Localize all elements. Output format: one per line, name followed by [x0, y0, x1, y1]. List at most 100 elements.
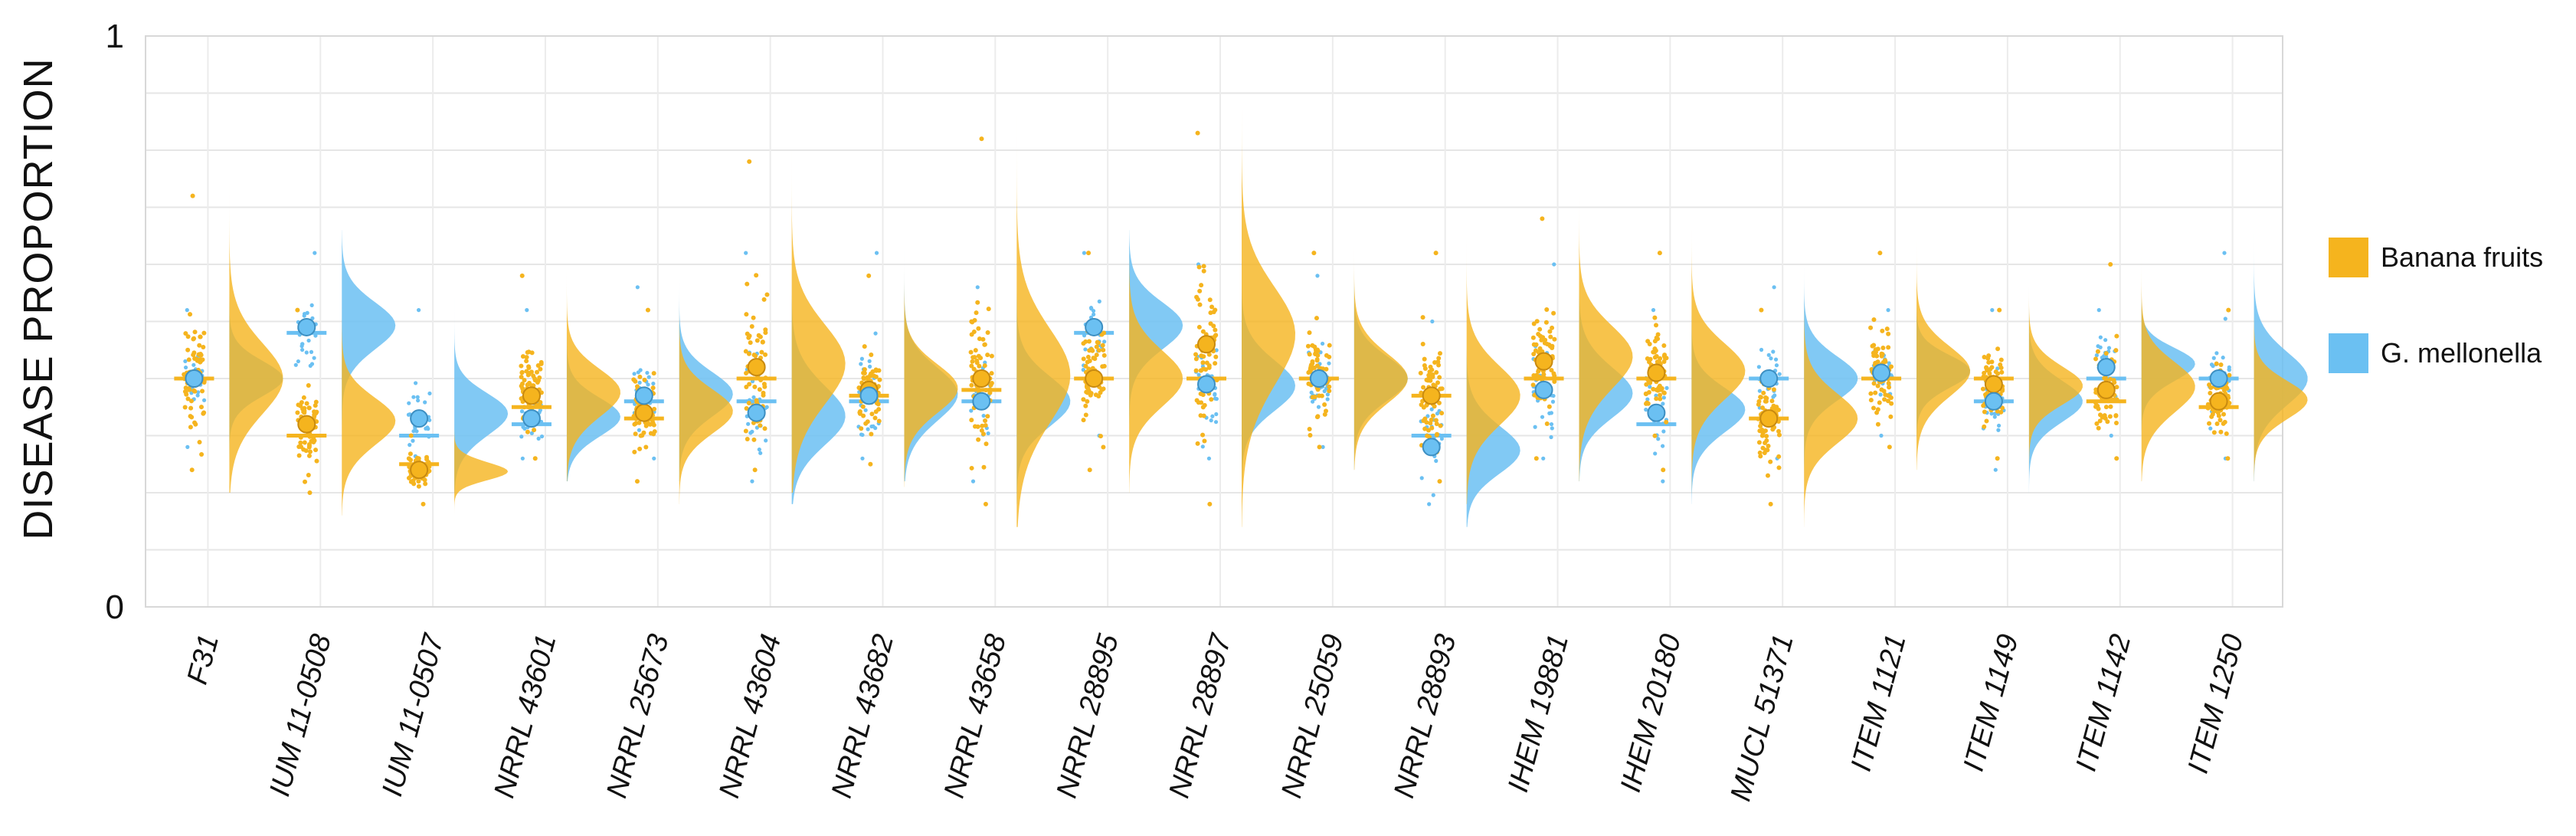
point-banana	[971, 355, 976, 360]
point-banana	[1434, 421, 1439, 427]
point-banana	[519, 273, 525, 278]
x-tick-label: NRRL 43601	[488, 631, 562, 801]
point-banana	[1661, 359, 1667, 365]
point-banana	[1428, 421, 1433, 426]
point-banana	[1088, 391, 1094, 396]
point-banana	[529, 350, 535, 356]
point-banana	[868, 461, 873, 467]
point-banana	[876, 418, 882, 424]
point-banana	[861, 413, 866, 418]
point-gmellonella	[1777, 372, 1782, 376]
point-banana	[651, 371, 656, 376]
point-banana	[1213, 307, 1218, 313]
density-gmellonella	[342, 230, 396, 459]
mean-marker-gmellonella	[1534, 380, 1553, 399]
point-banana	[747, 159, 752, 164]
point-gmellonella	[299, 347, 305, 352]
point-banana	[2216, 413, 2221, 418]
point-banana	[762, 426, 768, 431]
point-banana	[1207, 501, 1213, 507]
point-banana	[295, 410, 300, 415]
point-banana	[2208, 390, 2213, 395]
point-gmellonella	[2103, 338, 2108, 343]
point-gmellonella	[637, 380, 642, 385]
point-gmellonella	[859, 356, 864, 361]
x-tick-label: IHEM 19881	[1502, 631, 1575, 795]
point-gmellonella	[2211, 356, 2216, 360]
mean-marker-banana	[1534, 352, 1553, 371]
mean-marker-banana	[2209, 392, 2228, 411]
point-gmellonella	[309, 303, 314, 307]
strain-group	[511, 253, 620, 482]
point-gmellonella	[2223, 316, 2227, 321]
point-gmellonella	[635, 285, 640, 290]
point-banana	[2093, 390, 2099, 395]
point-banana	[985, 414, 990, 419]
point-gmellonella	[866, 427, 870, 431]
point-banana	[1998, 357, 2004, 362]
point-gmellonella	[313, 251, 317, 255]
point-gmellonella	[1082, 251, 1087, 255]
point-banana	[1213, 333, 1219, 338]
point-banana	[1083, 363, 1088, 369]
point-banana	[975, 300, 980, 305]
point-banana	[422, 477, 427, 483]
point-banana	[1882, 397, 1887, 402]
point-banana	[746, 351, 751, 356]
point-gmellonella	[1540, 415, 1545, 419]
point-banana	[1213, 354, 1219, 359]
point-gmellonella	[2109, 433, 2113, 438]
point-banana	[757, 387, 762, 392]
point-banana	[754, 338, 760, 343]
point-banana	[1439, 386, 1445, 392]
point-banana	[1207, 297, 1213, 303]
point-gmellonella	[309, 349, 314, 354]
point-banana	[761, 382, 767, 387]
density-banana	[2141, 241, 2195, 482]
point-gmellonella	[1756, 365, 1761, 369]
point-banana	[1310, 395, 1315, 400]
point-banana	[1880, 328, 1885, 333]
point-banana	[1643, 391, 1648, 396]
point-banana	[1654, 323, 1659, 328]
point-gmellonella	[744, 251, 748, 255]
point-banana	[423, 481, 428, 487]
density-banana	[1242, 110, 1295, 527]
mean-marker-banana	[747, 358, 766, 377]
point-banana	[1874, 353, 1880, 359]
point-banana	[1871, 350, 1876, 356]
point-banana	[1550, 325, 1555, 330]
point-gmellonella	[1427, 502, 1432, 507]
point-banana	[1879, 387, 1884, 392]
point-banana	[298, 440, 303, 445]
point-banana	[977, 363, 982, 369]
point-banana	[1875, 421, 1880, 427]
point-banana	[186, 357, 191, 362]
point-gmellonella	[195, 393, 200, 398]
point-banana	[759, 349, 764, 355]
point-banana	[1305, 343, 1311, 349]
point-banana	[1760, 405, 1766, 411]
point-banana	[1199, 283, 1204, 288]
point-banana	[650, 385, 656, 391]
point-banana	[978, 356, 984, 361]
point-banana	[1654, 396, 1659, 402]
point-banana	[1095, 339, 1100, 345]
point-banana	[303, 479, 308, 484]
point-gmellonella	[1325, 397, 1330, 402]
point-gmellonella	[1097, 299, 1101, 303]
point-banana	[1999, 369, 2005, 375]
point-banana	[1758, 454, 1763, 459]
point-banana	[861, 376, 866, 382]
point-banana	[199, 451, 205, 457]
point-gmellonella	[1327, 361, 1331, 366]
point-banana	[1086, 251, 1092, 256]
x-tick-label: IUM 11-0508	[263, 631, 338, 799]
point-banana	[1887, 385, 1892, 390]
point-banana	[974, 358, 980, 363]
point-banana	[532, 428, 537, 433]
point-gmellonella	[1309, 390, 1314, 395]
density-banana	[1916, 230, 1971, 470]
density-banana	[904, 253, 958, 487]
point-banana	[1648, 380, 1653, 385]
